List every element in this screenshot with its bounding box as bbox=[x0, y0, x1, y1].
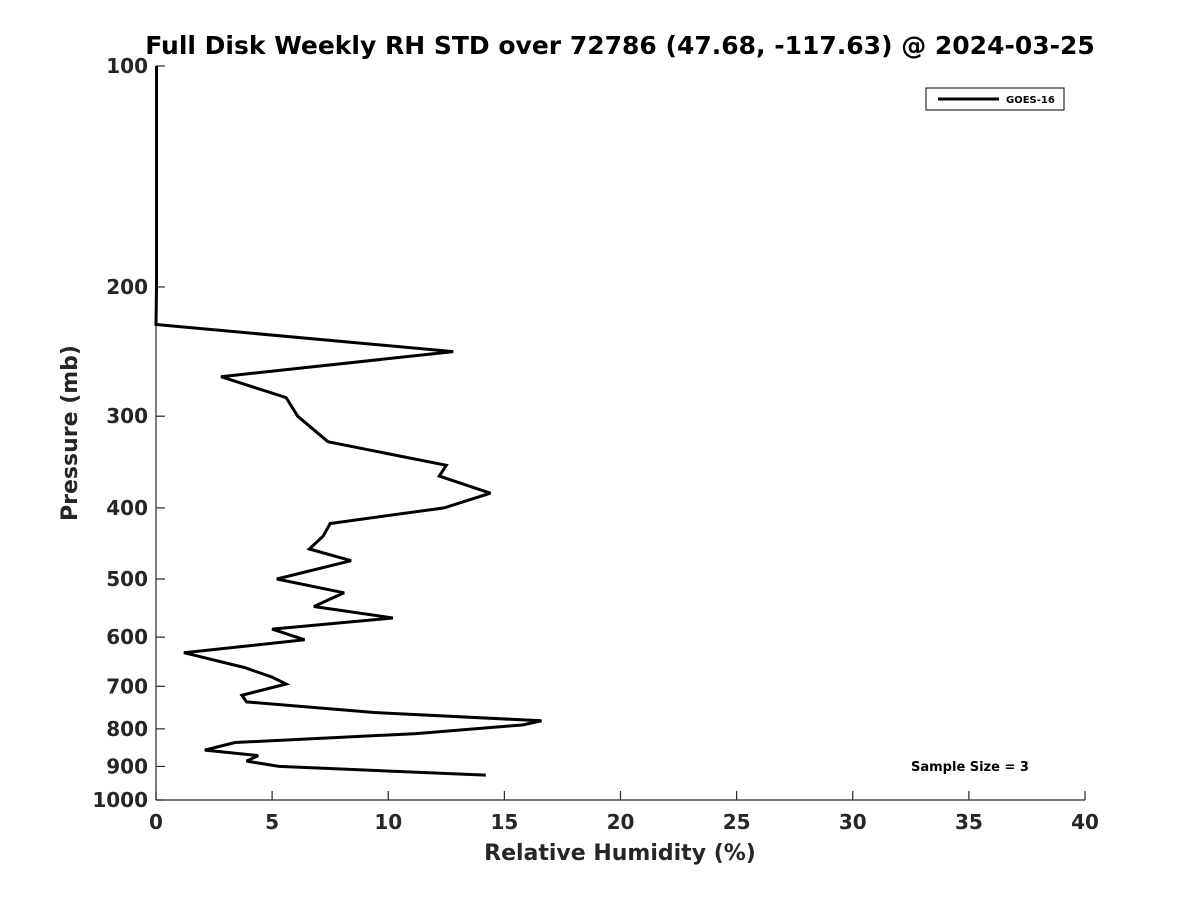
y-tick-label: 300 bbox=[106, 404, 148, 428]
x-tick-label: 25 bbox=[723, 810, 751, 834]
chart-title: Full Disk Weekly RH STD over 72786 (47.6… bbox=[145, 31, 1095, 60]
y-tick-label: 1000 bbox=[92, 788, 148, 812]
x-tick-label: 20 bbox=[607, 810, 635, 834]
y-tick-label: 200 bbox=[106, 275, 148, 299]
legend: GOES-16 bbox=[925, 87, 1065, 111]
x-axis-label: Relative Humidity (%) bbox=[484, 841, 756, 866]
y-tick-label: 700 bbox=[106, 674, 148, 698]
y-tick-label: 100 bbox=[106, 54, 148, 78]
y-tick-label: 900 bbox=[106, 754, 148, 778]
x-tick-label: 35 bbox=[955, 810, 983, 834]
series-line-goes-16 bbox=[154, 66, 542, 777]
y-tick-label: 600 bbox=[106, 625, 148, 649]
y-tick-label: 400 bbox=[106, 496, 148, 520]
x-tick-label: 30 bbox=[839, 810, 867, 834]
sample-size-annotation: Sample Size = 3 bbox=[911, 760, 1029, 775]
y-axis-label: Pressure (mb) bbox=[58, 345, 83, 521]
x-tick-label: 15 bbox=[490, 810, 518, 834]
x-tick-label: 40 bbox=[1071, 810, 1099, 834]
x-tick-label: 0 bbox=[149, 810, 163, 834]
legend-label-goes-16: GOES-16 bbox=[1006, 95, 1055, 106]
y-tick-label: 500 bbox=[106, 567, 148, 591]
x-tick-label: 10 bbox=[374, 810, 402, 834]
y-ticks: 100 200 300 400 500 600 700 800 900 1000 bbox=[92, 54, 165, 812]
x-tick-label: 5 bbox=[265, 810, 279, 834]
y-tick-label: 800 bbox=[106, 717, 148, 741]
x-ticks: 0 5 10 15 20 25 30 35 40 bbox=[149, 791, 1099, 834]
series-layer bbox=[154, 66, 542, 777]
